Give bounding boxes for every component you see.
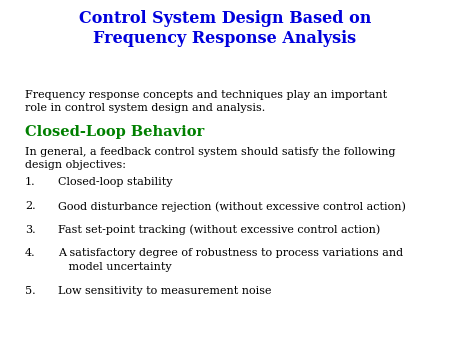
Text: 3.: 3. [25, 225, 36, 235]
Text: Control System Design Based on
Frequency Response Analysis: Control System Design Based on Frequency… [79, 10, 371, 47]
Text: Good disturbance rejection (without excessive control action): Good disturbance rejection (without exce… [58, 201, 406, 212]
Text: Fast set-point tracking (without excessive control action): Fast set-point tracking (without excessi… [58, 225, 381, 235]
Text: 4.: 4. [25, 248, 36, 259]
Text: Closed-Loop Behavior: Closed-Loop Behavior [25, 125, 204, 139]
Text: In general, a feedback control system should satisfy the following
design object: In general, a feedback control system sh… [25, 147, 395, 170]
Text: A satisfactory degree of robustness to process variations and
   model uncertain: A satisfactory degree of robustness to p… [58, 248, 404, 272]
Text: Low sensitivity to measurement noise: Low sensitivity to measurement noise [58, 286, 272, 296]
Text: Closed-loop stability: Closed-loop stability [58, 177, 173, 188]
Text: 1.: 1. [25, 177, 36, 188]
Text: 2.: 2. [25, 201, 36, 211]
Text: Frequency response concepts and techniques play an important
role in control sys: Frequency response concepts and techniqu… [25, 90, 387, 113]
Text: 5.: 5. [25, 286, 36, 296]
